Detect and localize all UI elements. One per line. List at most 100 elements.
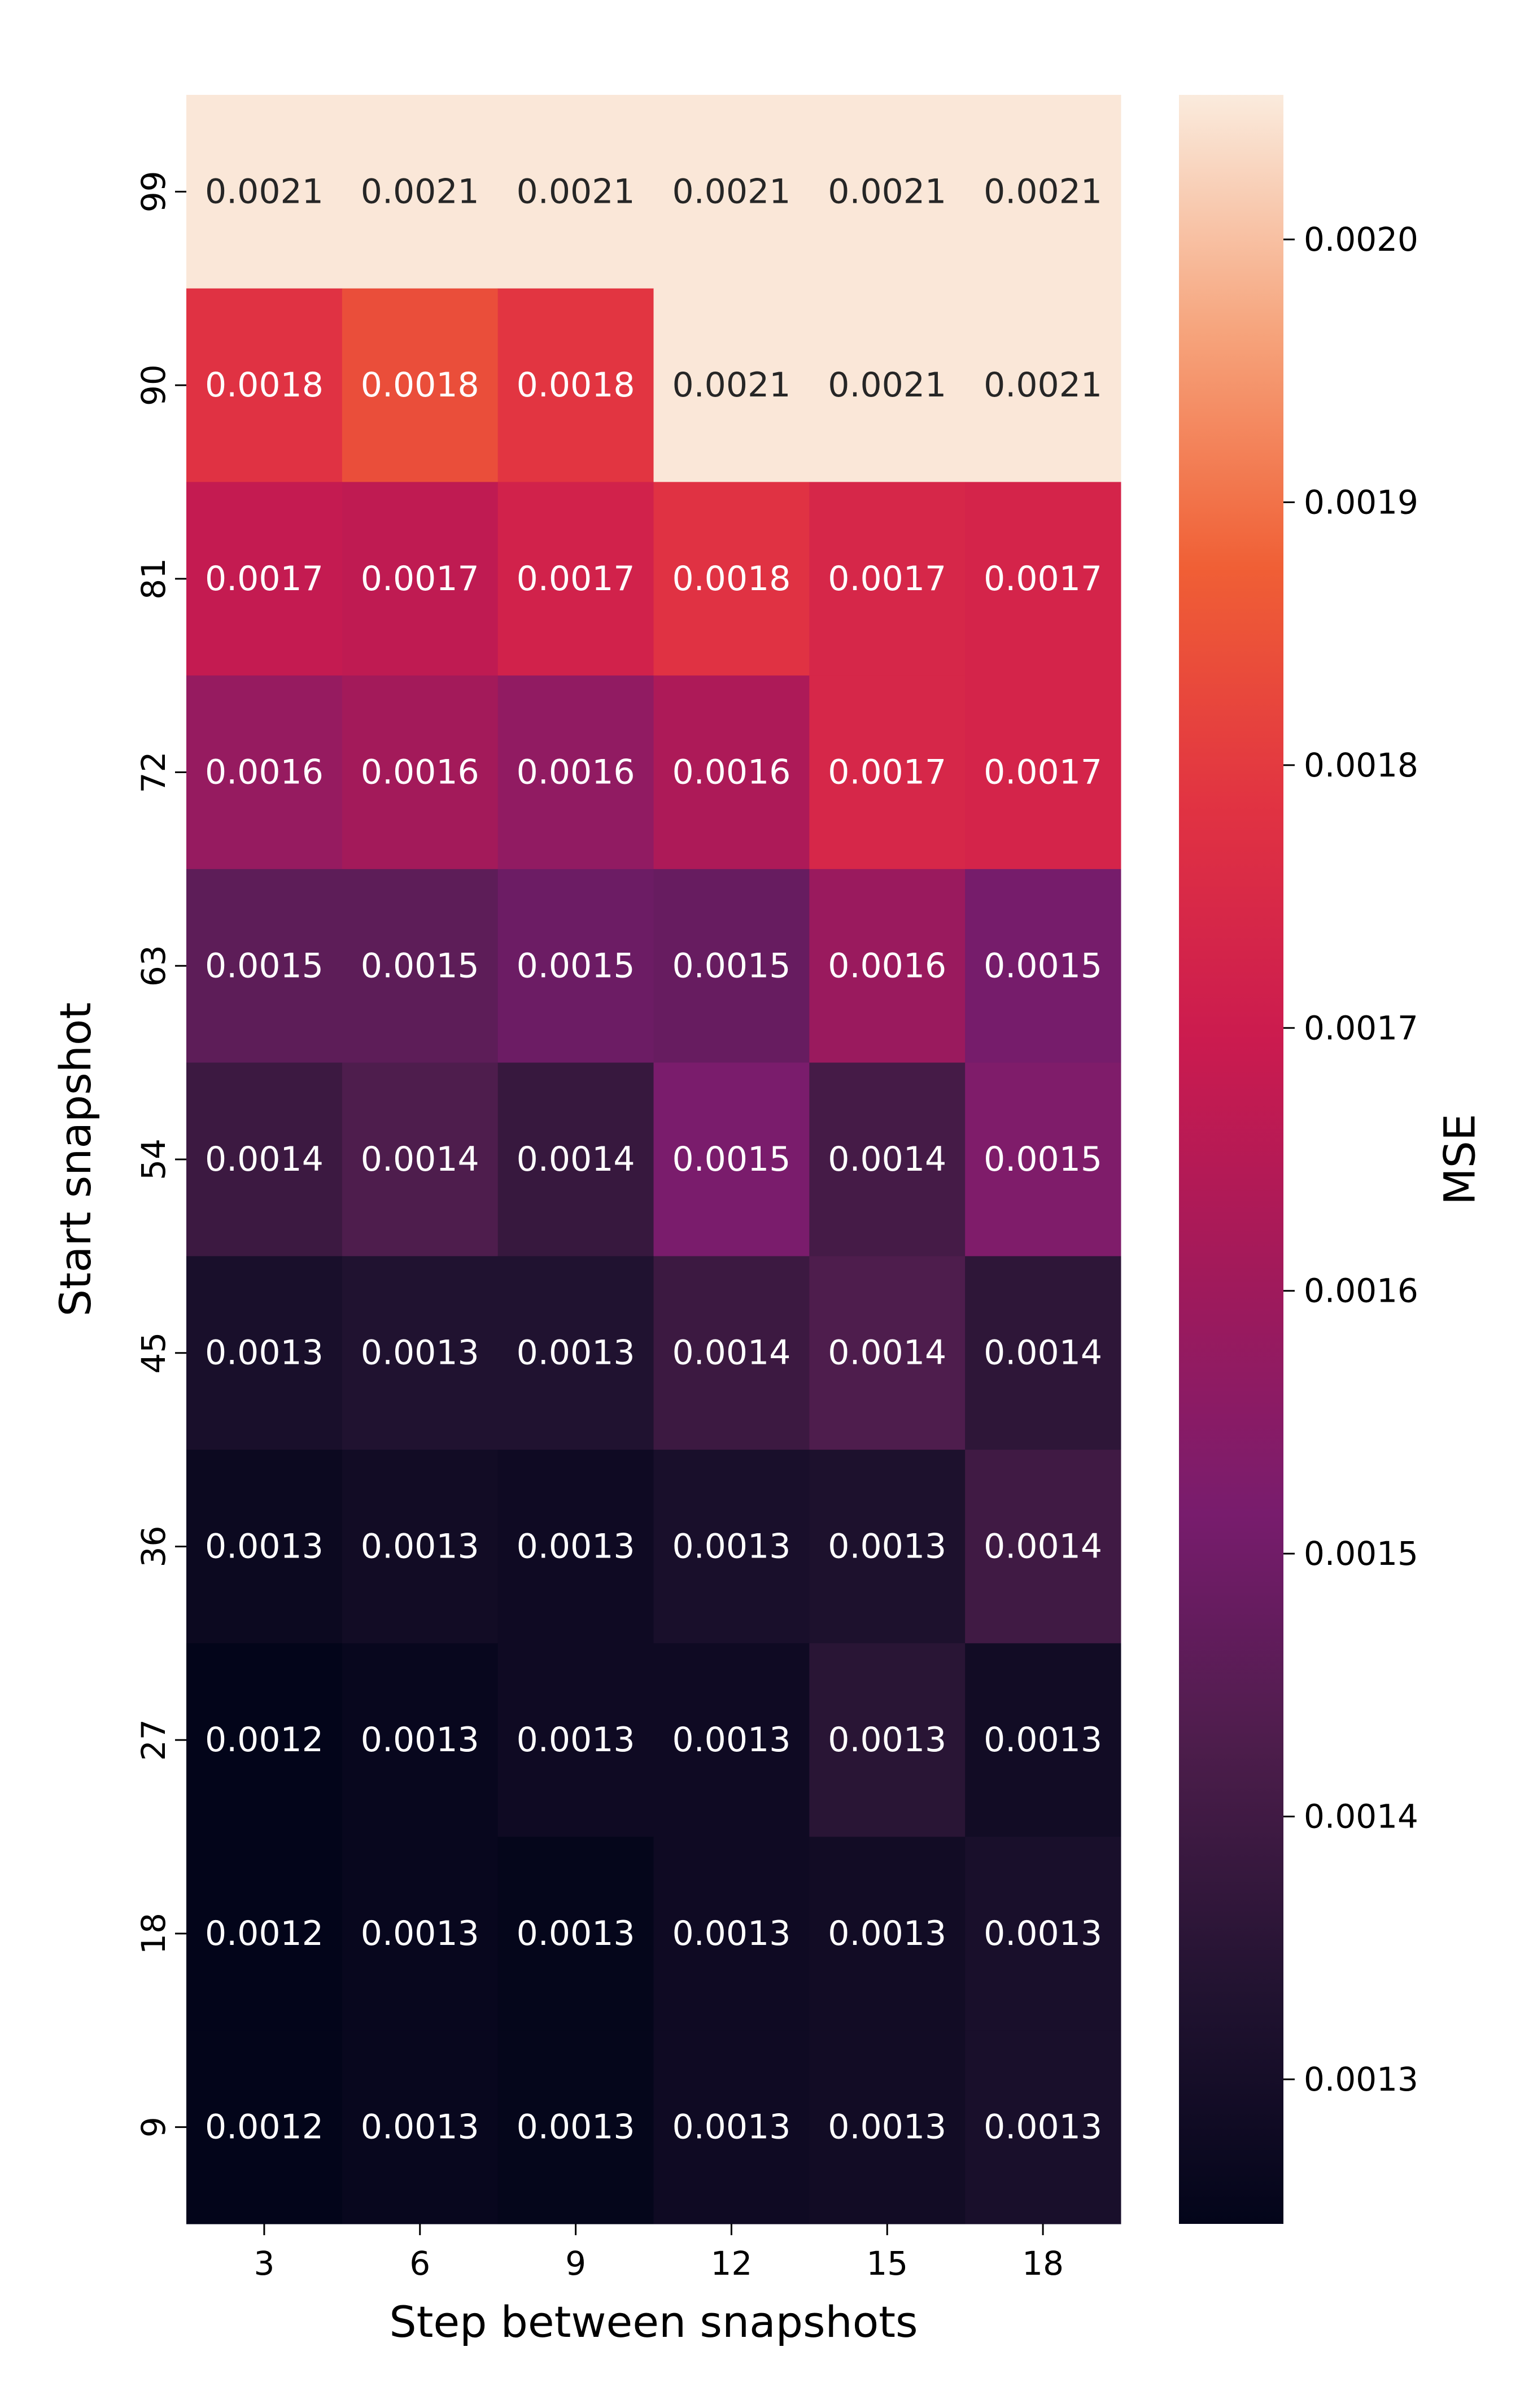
y-tick-label: 81 [134,558,173,600]
heatmap-cell [809,1643,966,1838]
heatmap-cell [965,869,1121,1063]
y-tick-label: 18 [134,1913,173,1955]
cell-value-label: 0.0013 [361,2108,479,2147]
heatmap-cell [342,1836,499,2031]
cell-value-label: 0.0013 [828,1526,946,1566]
cell-value-label: 0.0017 [984,559,1102,599]
cell-value-label: 0.0021 [672,172,790,211]
cell-value-label: 0.0014 [361,1140,479,1179]
heatmap-cell [342,482,499,676]
cell-value-label: 0.0013 [828,2108,946,2147]
heatmap-cell [342,288,499,482]
heatmap-cell [186,1643,343,1838]
cell-value-label: 0.0021 [361,172,479,211]
heatmap-cell [186,288,343,482]
heatmap-cell [809,675,966,870]
y-tick-label: 90 [134,364,173,406]
cell-value-label: 0.0015 [984,1140,1102,1179]
cell-value-label: 0.0014 [984,1526,1102,1566]
heatmap-cell [342,95,499,289]
cell-value-label: 0.0021 [672,365,790,405]
cell-value-label: 0.0012 [205,2108,324,2147]
cell-value-label: 0.0017 [984,753,1102,792]
colorbar-tick-label: 0.0019 [1304,483,1418,521]
heatmap-cell-labels: 0.0021 0.0021 0.0021 0.0021 0.0021 0.0021 0.00… [205,172,1102,2147]
heatmap-cell [653,288,810,482]
cell-value-label: 0.0013 [517,1333,635,1373]
heatmap-cell [186,1836,343,2031]
cell-value-label: 0.0016 [361,753,479,792]
cell-value-label: 0.0013 [205,1333,324,1373]
heatmap-cell [653,1256,810,1450]
cell-value-label: 0.0021 [517,172,635,211]
heatmap-cell [497,1062,654,1257]
heatmap-cell [809,482,966,676]
cell-value-label: 0.0012 [205,1720,324,1760]
cell-value-label: 0.0016 [828,946,946,985]
heatmap-cell [186,675,343,870]
colorbar-tick-label: 0.0015 [1304,1534,1418,1573]
heatmap-cell [809,869,966,1063]
heatmap-cell [809,2030,966,2224]
x-axis-label: Step between snapshots [389,2297,918,2347]
cell-value-label: 0.0014 [517,1140,635,1179]
y-tick-label: 99 [134,171,173,212]
heatmap-cell [809,1256,966,1450]
cell-value-label: 0.0013 [361,1526,479,1566]
heatmap-cell [965,1062,1121,1257]
cell-value-label: 0.0013 [672,1526,790,1566]
cell-value-label: 0.0018 [517,365,635,405]
y-axis-label: Start snapshot [50,1002,101,1316]
cell-value-label: 0.0016 [205,753,324,792]
cell-value-label: 0.0013 [517,1914,635,1953]
colorbar-tick-label: 0.0013 [1304,2060,1418,2099]
heatmap-cell [653,1836,810,2031]
cell-value-label: 0.0013 [672,2108,790,2147]
heatmap-cell [653,482,810,676]
cell-value-label: 0.0021 [828,365,946,405]
heatmap-cell [497,675,654,870]
x-tick-label: 6 [409,2244,430,2283]
y-axis-ticks: 99 90 81 72 63 54 45 36 27 18 9 [134,171,186,2137]
cell-value-label: 0.0013 [517,1526,635,1566]
heatmap-cell [965,1643,1121,1838]
cell-value-label: 0.0015 [361,946,479,985]
heatmap-cell [653,2030,810,2224]
cell-value-label: 0.0017 [517,559,635,599]
cell-value-label: 0.0014 [984,1333,1102,1373]
y-tick-label: 72 [134,752,173,793]
cell-value-label: 0.0013 [984,1914,1102,1953]
cell-value-label: 0.0017 [828,559,946,599]
heatmap-cell [809,95,966,289]
heatmap-cell [965,1836,1121,2031]
cell-value-label: 0.0021 [984,365,1102,405]
cell-value-label: 0.0015 [517,946,635,985]
heatmap-cell [342,1062,499,1257]
x-tick-label: 18 [1022,2244,1064,2283]
heatmap-cell [809,1836,966,2031]
heatmap-cell [497,482,654,676]
heatmap-cell [653,675,810,870]
colorbar-tick-label: 0.0018 [1304,746,1418,784]
y-tick-label: 45 [134,1332,173,1374]
heatmap-cell [653,869,810,1063]
cell-value-label: 0.0015 [205,946,324,985]
heatmap-cell [342,1450,499,1644]
cell-value-label: 0.0013 [205,1526,324,1566]
heatmap-cell [186,869,343,1063]
cell-value-label: 0.0017 [361,559,479,599]
heatmap-cell [342,675,499,870]
heatmap-cell [809,1062,966,1257]
cell-value-label: 0.0018 [205,365,324,405]
heatmap-cell [497,1836,654,2031]
cell-value-label: 0.0015 [672,1140,790,1179]
cell-value-label: 0.0013 [361,1333,479,1373]
heatmap-cell [653,1062,810,1257]
cell-value-label: 0.0021 [828,172,946,211]
cell-value-label: 0.0013 [828,1720,946,1760]
cell-value-label: 0.0014 [828,1140,946,1179]
cell-value-label: 0.0014 [828,1333,946,1373]
heatmap-cell [497,95,654,289]
heatmap-cell [342,2030,499,2224]
